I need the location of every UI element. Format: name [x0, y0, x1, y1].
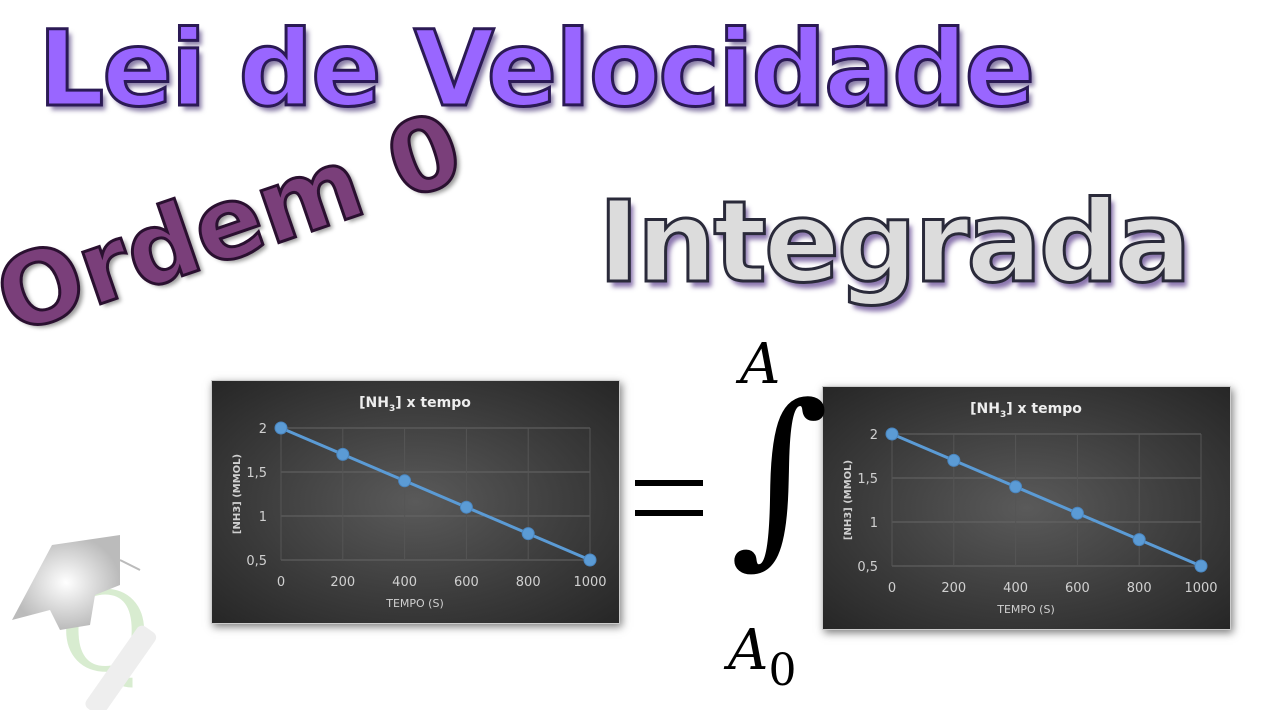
x-tick-label: 200 [330, 575, 355, 590]
title-lei-de-velocidade: Lei de Velocidade [36, 7, 1036, 132]
x-tick-label: 0 [888, 581, 896, 596]
data-point [398, 474, 412, 488]
data-point [1070, 506, 1084, 520]
x-tick-label: 800 [516, 575, 541, 590]
x-tick-label: 600 [454, 575, 479, 590]
y-tick-label: 2 [259, 422, 267, 437]
x-tick-label: 1000 [573, 575, 606, 590]
data-point [1132, 533, 1146, 547]
lower-limit: A0 [728, 618, 796, 696]
data-point [583, 553, 597, 567]
data-point [947, 453, 961, 467]
data-point [459, 500, 473, 514]
x-tick-label: 1000 [1184, 581, 1217, 596]
x-axis-label: TEMPO (S) [385, 597, 444, 610]
lower-limit-sub: 0 [768, 645, 797, 696]
graduation-cap-icon: Q [12, 535, 157, 716]
data-point [1009, 480, 1023, 494]
x-tick-label: 600 [1065, 581, 1090, 596]
y-tick-label: 0,5 [246, 554, 267, 569]
y-tick-label: 0,5 [857, 560, 878, 575]
upper-limit: A [740, 332, 781, 397]
chart-1: 0,5 1 1,5 2 0 200 400 600 800 1000 [NH3] x tempo TE… [211, 380, 620, 624]
y-tick-label: 1,5 [857, 472, 878, 487]
y-tick-label: 2 [870, 428, 878, 443]
x-tick-label: 0 [277, 575, 285, 590]
x-tick-label: 400 [1003, 581, 1028, 596]
equals-sign [635, 480, 703, 520]
chart-2: 0,5 1 1,5 2 0 200 400 600 800 1000 [NH3] x tempo TE… [822, 386, 1231, 630]
chart-title: [NH3] x tempo [359, 395, 471, 414]
y-axis-label: [NH3] (MMOL) [232, 454, 243, 534]
diploma-icon [85, 625, 157, 716]
data-point [336, 447, 350, 461]
y-axis-label: [NH3] (MMOL) [843, 460, 854, 540]
data-point [1194, 559, 1208, 573]
data-point [274, 421, 288, 435]
series-line [280, 426, 591, 562]
data-point [885, 427, 899, 441]
integral-sign: ∫ [730, 364, 829, 585]
title-integrada: Integrada [597, 177, 1194, 310]
series-line [891, 432, 1202, 568]
data-point [521, 527, 535, 541]
chart-title: [NH3] x tempo [970, 401, 1082, 420]
x-axis-label: TEMPO (S) [996, 603, 1055, 616]
lower-limit-a: A [728, 618, 769, 683]
x-tick-label: 800 [1127, 581, 1152, 596]
x-tick-label: 400 [392, 575, 417, 590]
logo: Q [10, 530, 180, 716]
y-tick-label: 1,5 [246, 466, 267, 481]
x-tick-label: 200 [941, 581, 966, 596]
y-tick-label: 1 [870, 516, 878, 531]
y-tick-label: 1 [259, 510, 267, 525]
